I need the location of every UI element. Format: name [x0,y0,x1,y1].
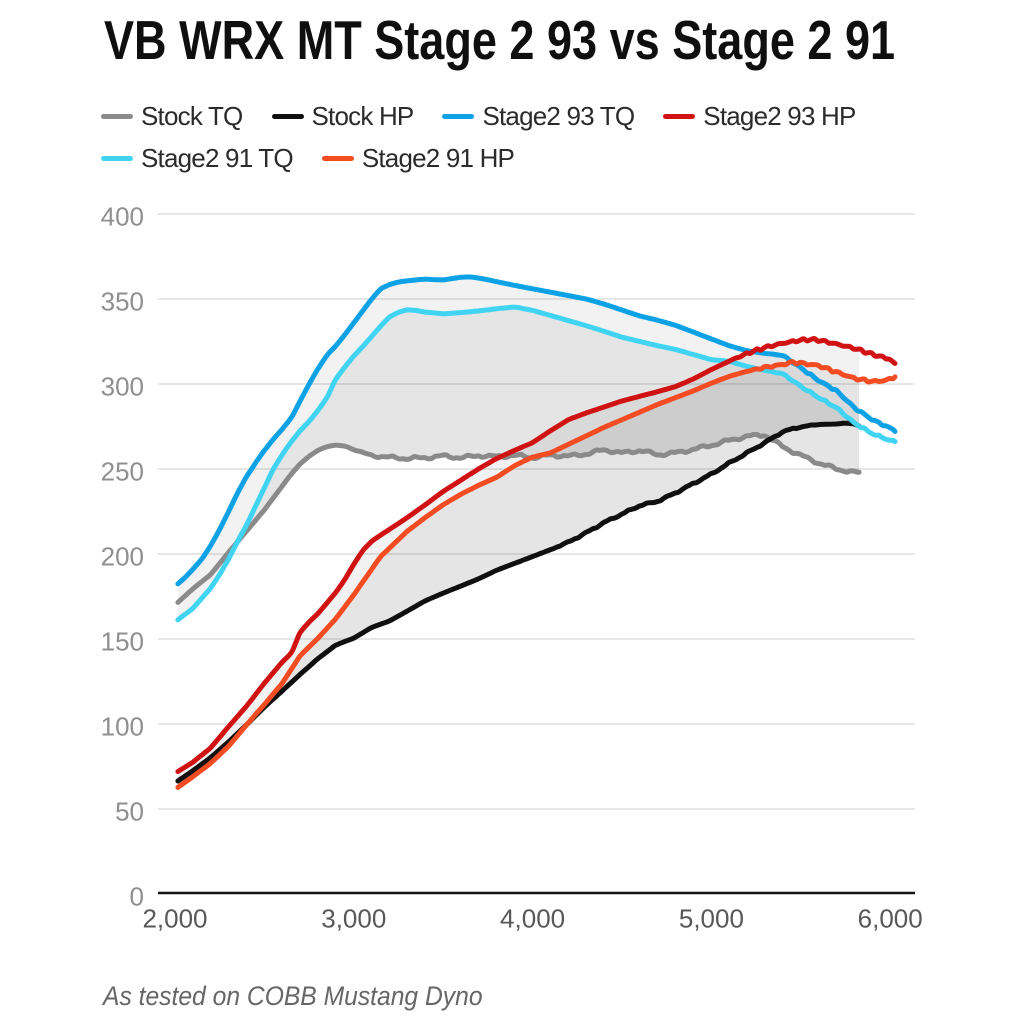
svg-text:200: 200 [101,542,144,572]
svg-text:50: 50 [115,797,144,827]
svg-text:2,000: 2,000 [142,904,207,934]
svg-text:3,000: 3,000 [321,904,386,934]
svg-text:0: 0 [130,882,144,912]
svg-text:250: 250 [101,457,144,487]
svg-text:400: 400 [101,202,144,232]
svg-text:100: 100 [101,712,144,742]
svg-text:350: 350 [101,287,144,317]
svg-text:150: 150 [101,627,144,657]
svg-text:5,000: 5,000 [679,904,744,934]
svg-text:4,000: 4,000 [500,904,565,934]
svg-text:6,000: 6,000 [858,904,923,934]
svg-text:300: 300 [101,372,144,402]
